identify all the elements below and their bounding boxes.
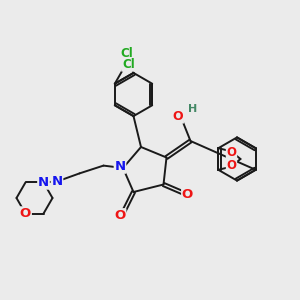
Text: Cl: Cl — [120, 47, 133, 60]
Text: O: O — [182, 188, 193, 202]
Text: O: O — [20, 207, 31, 220]
Text: N: N — [38, 176, 49, 189]
Text: H: H — [188, 104, 197, 114]
Text: Cl: Cl — [122, 58, 135, 71]
Text: N: N — [51, 175, 63, 188]
Text: O: O — [172, 110, 183, 123]
Text: O: O — [226, 146, 236, 159]
Text: O: O — [114, 209, 126, 222]
Text: O: O — [226, 159, 236, 172]
Text: N: N — [114, 160, 126, 173]
